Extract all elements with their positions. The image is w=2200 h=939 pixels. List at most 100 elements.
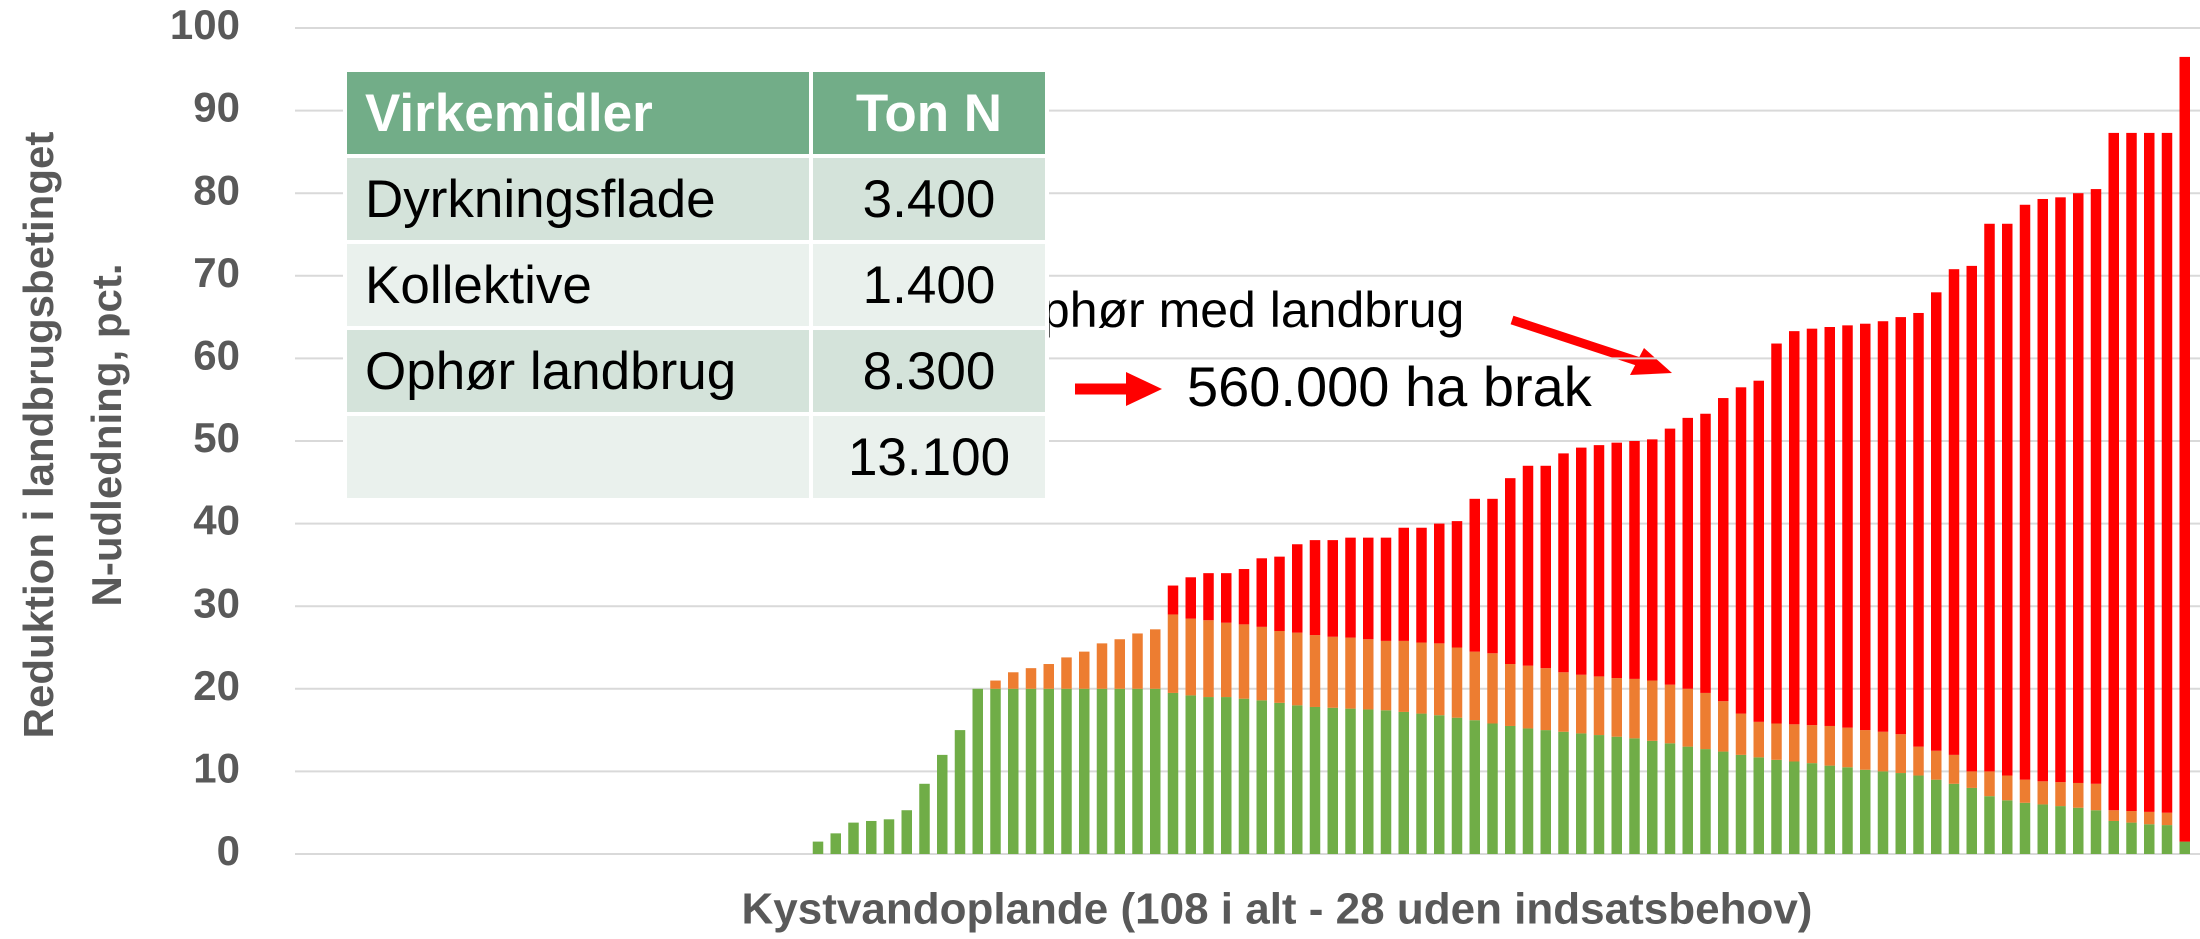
bar-segment <box>1842 767 1853 854</box>
bar-segment <box>1309 706 1321 854</box>
x-axis-title: Kystvandoplande (108 i alt - 28 uden ind… <box>742 885 1813 934</box>
bar-segment <box>1505 478 1516 665</box>
table-cell: 3.400 <box>809 154 1049 244</box>
bar-segment <box>1806 328 1818 726</box>
bar-segment <box>1771 343 1782 724</box>
bar-segment <box>2144 824 2155 854</box>
bar-segment <box>2144 811 2155 825</box>
table-cell <box>343 412 813 502</box>
bar-segment <box>1398 527 1409 641</box>
bar-segment <box>1647 740 1658 854</box>
bar-segment <box>1771 723 1782 760</box>
bar-segment <box>1931 750 1942 780</box>
bar-segment <box>972 688 983 854</box>
bar-segment <box>1150 629 1161 689</box>
bar-segment <box>2090 783 2102 811</box>
bar-segment <box>1664 743 1676 854</box>
bar-segment <box>1256 626 1267 701</box>
bar-segment <box>1629 738 1640 854</box>
bar-segment <box>1789 761 1800 854</box>
bar-segment <box>2090 810 2102 854</box>
bar-segment <box>1309 540 1321 636</box>
bar-segment <box>1860 769 1871 854</box>
bar-segment <box>866 820 877 854</box>
bar-segment <box>1558 731 1569 854</box>
bar-segment <box>1718 751 1729 854</box>
bar-segment <box>1345 708 1356 854</box>
arrow <box>1075 372 1162 406</box>
bar-segment <box>1167 692 1179 854</box>
table-cell: Kollektive <box>343 240 813 330</box>
bar-segment <box>1966 771 1977 788</box>
bar-segment <box>1948 754 1960 784</box>
bar-segment <box>1576 733 1587 854</box>
bar-segment <box>1221 697 1232 854</box>
table-cell: 1.400 <box>809 240 1049 330</box>
bar-segment <box>1327 707 1338 854</box>
bar-segment <box>848 822 859 854</box>
bar-segment <box>2073 782 2084 808</box>
table: Virkemidler Ton N Dyrkningsflade 3.400 Kol… <box>343 68 1049 502</box>
bar-segment <box>2179 841 2190 854</box>
bar-segment <box>2090 189 2102 784</box>
bar-segment <box>1877 771 1889 854</box>
bar-segment <box>2002 223 2013 776</box>
bar-segment <box>1363 709 1374 854</box>
bar-segment <box>2073 807 2084 854</box>
y-tick-label: 100 <box>170 1 240 48</box>
bar-segment <box>830 833 841 854</box>
bar-segment <box>1256 700 1267 854</box>
bar-segment <box>1647 439 1658 681</box>
bar-segment <box>1416 713 1427 854</box>
bar-segment <box>1434 715 1445 854</box>
bar-segment <box>1079 651 1090 689</box>
bar-segment <box>1895 734 1906 774</box>
bar-segment <box>1789 724 1800 762</box>
bar-segment <box>1966 265 1977 772</box>
bar-segment <box>1487 653 1498 724</box>
bar-segment <box>1558 453 1569 673</box>
table-cell: 13.100 <box>809 412 1049 502</box>
bar-segment <box>2002 775 2013 801</box>
bar-segment <box>1185 577 1196 619</box>
bar-segment <box>1238 569 1250 625</box>
bar-segment <box>1522 665 1534 729</box>
bar-segment <box>1753 721 1764 758</box>
bar-segment <box>1380 640 1392 711</box>
bar-segment <box>2055 782 2066 807</box>
bar-segment <box>1842 727 1853 768</box>
y-tick-label: 90 <box>193 84 240 131</box>
bar-segment <box>1416 527 1427 643</box>
bar-segment <box>1380 537 1392 641</box>
bar-segment <box>1079 688 1090 854</box>
bar-segment <box>990 680 1001 689</box>
bar-segment <box>1114 639 1125 689</box>
bar-segment <box>1185 695 1196 854</box>
table-cell: 8.300 <box>809 326 1049 416</box>
bar-segment <box>937 754 948 854</box>
bar-segment <box>812 841 824 854</box>
bar-segment <box>1700 413 1711 693</box>
bar-segment <box>2179 56 2190 842</box>
y-tick-label: 70 <box>193 249 240 296</box>
bar-segment <box>1806 763 1818 854</box>
bar-segment <box>1540 668 1551 731</box>
bar-segment <box>1114 688 1125 854</box>
bar-segment <box>1948 269 1960 755</box>
bar-segment <box>1913 312 1924 747</box>
y-tick-label: 30 <box>193 579 240 626</box>
bar-segment <box>1895 773 1906 854</box>
bar-segment <box>1203 697 1214 854</box>
bar-segment <box>1061 688 1072 854</box>
bar-segment <box>2037 781 2048 805</box>
y-tick-label: 80 <box>193 166 240 213</box>
bar-segment <box>1966 787 1977 854</box>
bar-segment <box>1469 651 1480 721</box>
bar-segment <box>1008 672 1019 689</box>
bar-segment <box>1877 321 1889 732</box>
bar-segment <box>2019 802 2031 854</box>
bar-segment <box>1025 668 1037 689</box>
bar-segment <box>1292 544 1303 633</box>
